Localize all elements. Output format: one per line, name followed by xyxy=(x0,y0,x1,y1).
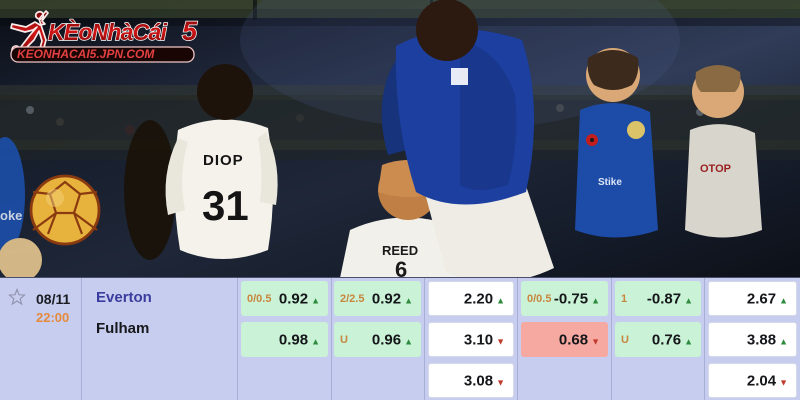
svg-text:6: 6 xyxy=(395,257,407,278)
svg-text:oke: oke xyxy=(0,208,22,223)
svg-text:5: 5 xyxy=(182,16,198,46)
svg-text:KÈoNhàCái: KÈoNhàCái xyxy=(48,18,167,45)
svg-text:Stike: Stike xyxy=(598,177,622,188)
svg-text:OTOP: OTOP xyxy=(700,163,731,175)
svg-text:KEONHACAI5.JPN.COM: KEONHACAI5.JPN.COM xyxy=(17,47,155,61)
svg-text:31: 31 xyxy=(202,182,249,229)
svg-text:REED: REED xyxy=(382,243,418,258)
svg-text:DIOP: DIOP xyxy=(203,152,244,169)
